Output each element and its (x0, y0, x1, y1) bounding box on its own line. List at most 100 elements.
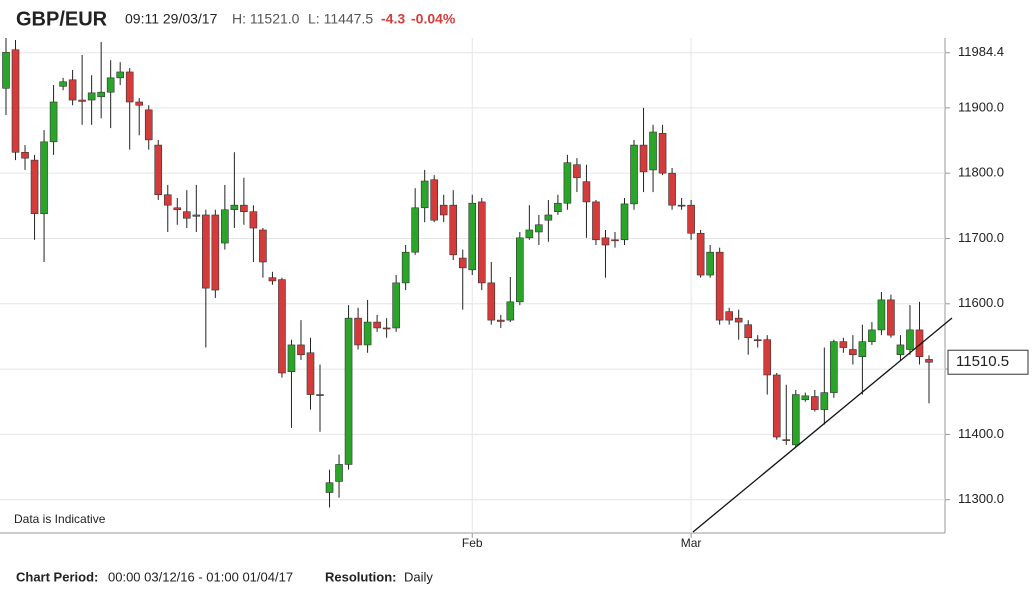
candle-body (877, 299, 886, 331)
y-tick-label: 11900.0 (958, 99, 1004, 114)
candle-body (163, 194, 172, 206)
candle-body (211, 214, 220, 291)
x-tick-label: Mar (681, 536, 702, 550)
candle-body (335, 464, 343, 482)
candle-body (763, 339, 772, 376)
candle-body (382, 327, 391, 330)
candle-body (925, 359, 933, 363)
candle-body (230, 204, 239, 211)
y-tick-label: 11600.0 (958, 295, 1004, 310)
candle-body (611, 239, 619, 242)
candle-body (278, 279, 286, 374)
high: H: 11521.0 (232, 11, 300, 27)
candle-body (249, 211, 258, 229)
candle-body (21, 151, 29, 159)
candle-body (401, 251, 410, 284)
candle-body (87, 92, 96, 101)
candle-body (896, 344, 905, 356)
candle-body (915, 329, 924, 357)
time: 09:11 29/03/17 (125, 11, 218, 27)
candle-body (592, 201, 600, 241)
annotation: Data is Indicative (14, 512, 106, 526)
candle-body (725, 311, 733, 321)
candle-body (477, 201, 486, 284)
candle-body (30, 159, 39, 214)
candle-body (734, 317, 743, 323)
candle-body (106, 77, 115, 93)
candle-body (297, 344, 305, 356)
low: L: 11447.5 (308, 11, 373, 27)
candle-body (316, 394, 324, 396)
symbol: GBP/EUR (16, 8, 108, 30)
candle-body (582, 181, 591, 203)
candle-body (506, 301, 515, 321)
candle-body (49, 101, 58, 143)
candle-body (78, 99, 86, 102)
candle-body (135, 101, 144, 106)
candle-body (630, 144, 638, 205)
candle-body (782, 439, 791, 441)
candle-body (59, 81, 67, 87)
candle-body (420, 180, 429, 209)
y-tick-label: 11400.0 (958, 426, 1004, 441)
candle-body (620, 203, 629, 241)
candle-body (259, 229, 267, 263)
candle-body (221, 209, 229, 244)
candle-body (468, 202, 477, 271)
change: -4.3 (381, 11, 405, 27)
candle-body (791, 394, 800, 446)
candle-body (516, 237, 524, 303)
y-tick-label: 11300.0 (958, 491, 1004, 506)
candle-body (535, 224, 543, 233)
period: 00:00 03/12/16 - 01:00 01/04/17 (108, 569, 293, 584)
candle-body (639, 144, 648, 173)
candle-body (373, 321, 381, 329)
candle-body (192, 214, 201, 217)
candle-body (240, 204, 248, 213)
candle-body (668, 172, 676, 206)
candle-body (706, 251, 714, 276)
candle-body (554, 202, 562, 213)
resolution: Daily (404, 569, 433, 584)
candle-body (687, 204, 695, 234)
candle-body (306, 352, 315, 395)
candle-body (202, 214, 210, 289)
y-tick-label: 11984.4 (958, 44, 1004, 59)
candle-body (97, 91, 105, 98)
candle-body (573, 164, 581, 179)
last-price-box (947, 349, 1029, 375)
candle-body (11, 49, 20, 153)
candle-body (325, 482, 334, 493)
y-tick-label: 11700.0 (958, 230, 1004, 245)
candle-body (182, 211, 191, 219)
candle-body (649, 131, 657, 171)
candle-body (601, 237, 610, 246)
candle-body (40, 141, 48, 214)
candle-body (449, 204, 458, 256)
candle-body (411, 207, 419, 253)
candle-body (344, 317, 353, 465)
candle-body (497, 319, 505, 322)
candle-body (677, 204, 686, 207)
candles (2, 38, 933, 508)
y-tick-label: 11800.0 (958, 165, 1004, 180)
candle-body (849, 349, 857, 356)
candle-body (858, 341, 867, 357)
candle-body (68, 79, 77, 101)
candle-body (2, 52, 10, 89)
trend-line (692, 317, 953, 533)
candle-body (363, 321, 372, 346)
candle-body (430, 179, 438, 221)
resolution-label: Resolution: (325, 569, 397, 584)
last-price-label: 11510.5 (956, 353, 1009, 370)
candle-body (173, 207, 182, 211)
candle-body (268, 277, 277, 282)
candle-body (144, 109, 153, 141)
candle-body (439, 204, 448, 216)
candle-body (772, 374, 781, 438)
candle-body (830, 341, 838, 393)
candle-body (753, 339, 762, 342)
candle-body (487, 282, 496, 321)
candle-body (392, 282, 400, 329)
